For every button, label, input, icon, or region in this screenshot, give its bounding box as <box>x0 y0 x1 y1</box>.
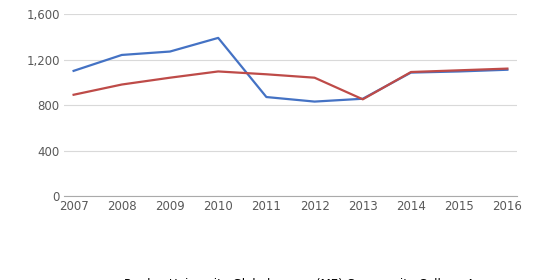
Legend: Purdue University Global, (ME) Community College Avg: Purdue University Global, (ME) Community… <box>87 273 494 280</box>
